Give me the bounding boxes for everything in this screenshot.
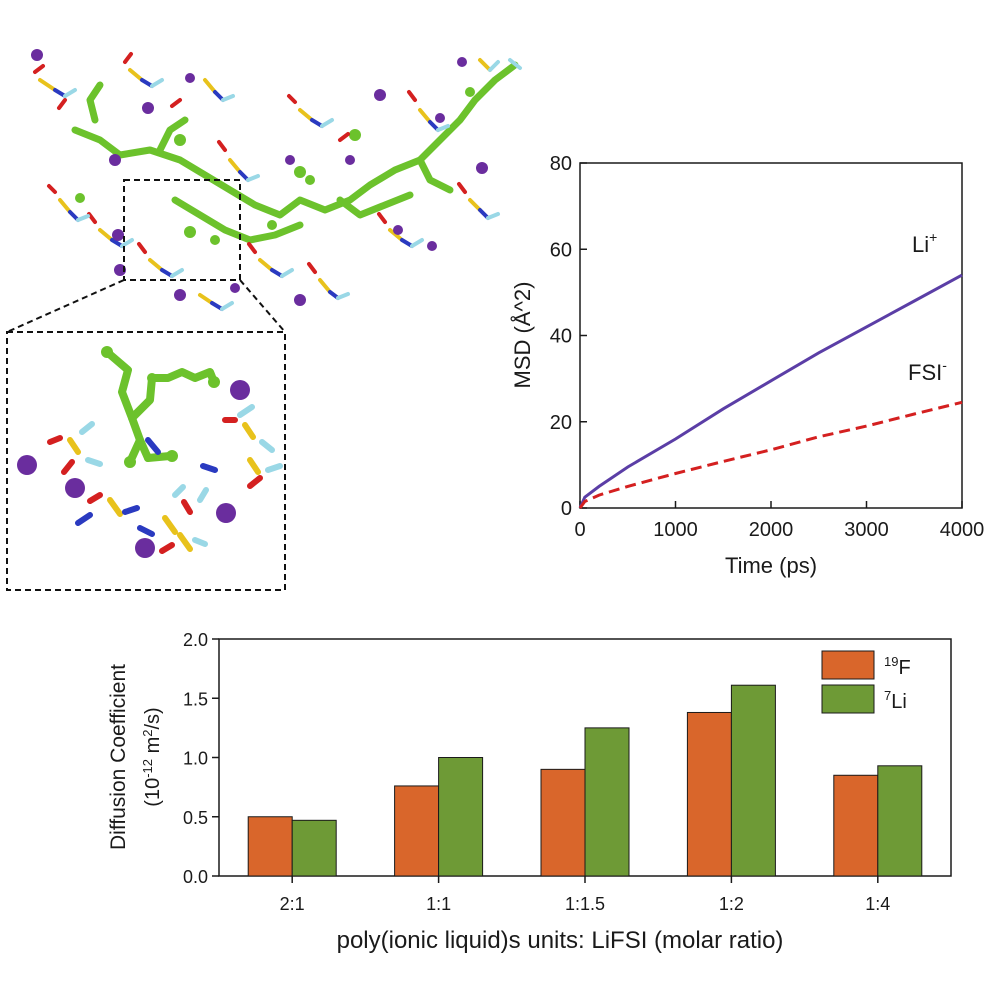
bar-7li-1:4 <box>877 765 923 877</box>
svg-text:Diffusion Coefficient: Diffusion Coefficient <box>107 664 130 850</box>
bar-y-axis-label: Diffusion Coefficient (10-12 m2/s) <box>107 664 164 850</box>
polymer-chain <box>71 61 519 244</box>
bar-x-tick-label: 1:1 <box>426 894 451 914</box>
msd-x-tick-label: 1000 <box>653 519 698 541</box>
bar-x-tick-label: 1:2 <box>719 894 744 914</box>
bar-x-axis-label: poly(ionic liquid)s units: LiFSI (molar … <box>337 927 784 954</box>
zoom-region-box <box>123 179 241 281</box>
bar-19f-1:1 <box>394 785 440 877</box>
bar-7li-1:1 <box>438 757 484 877</box>
msd-x-axis-label: Time (ps) <box>725 553 817 578</box>
zoom-connector-right <box>239 279 286 333</box>
legend-label-19f: 19F <box>884 654 911 679</box>
fsi-msd-line <box>578 400 963 509</box>
inset-molecule <box>17 346 283 558</box>
bar-y-tick-label: 1.0 <box>183 749 208 769</box>
zoom-inset-frame <box>6 331 286 591</box>
bar-19f-1:2 <box>686 711 732 877</box>
bar-y-tick-label: 0.5 <box>183 808 208 828</box>
msd-x-tick-label: 0 <box>574 519 585 541</box>
bar-y-tick-label: 2.0 <box>183 630 208 650</box>
bar-x-tick-label: 2:1 <box>280 894 305 914</box>
svg-text:(10-12 m2/s): (10-12 m2/s) <box>140 707 164 806</box>
legend-swatch-19f <box>821 650 875 680</box>
polymer-atoms <box>75 87 475 245</box>
msd-x-tick-label: 4000 <box>940 519 985 541</box>
msd-y-tick-label: 40 <box>550 326 572 348</box>
bar-19f-1:4 <box>833 774 879 877</box>
bar-7li-1:1.5 <box>584 727 630 877</box>
msd-y-axis-label: MSD (Å^2) <box>510 282 535 389</box>
bar-7li-1:2 <box>730 684 776 877</box>
legend-swatch-7li <box>821 684 875 714</box>
bar-x-tick-label: 1:4 <box>865 894 890 914</box>
bar-y-tick-label: 0.0 <box>183 867 208 887</box>
bar-7li-2:1 <box>291 819 337 877</box>
bar-19f-2:1 <box>247 816 293 877</box>
msd-x-tick-label: 3000 <box>844 519 889 541</box>
bar-y-tick-label: 1.5 <box>183 689 208 709</box>
msd-y-tick-label: 20 <box>550 412 572 434</box>
legend-label-7li: 7Li <box>884 688 907 713</box>
msd-x-tick-label: 2000 <box>749 519 794 541</box>
li-msd-line <box>578 273 963 509</box>
fsi-series-label: FSI- <box>908 357 947 385</box>
zoom-connector-left <box>6 279 125 333</box>
bar-legend: 19F 7Li <box>821 650 911 714</box>
li-series-label: Li+ <box>912 229 937 257</box>
bar-x-tick-label: 1:1.5 <box>565 894 605 914</box>
anion-sticks <box>33 52 522 311</box>
msd-y-tick-label: 0 <box>561 498 572 520</box>
msd-y-tick-label: 60 <box>550 239 572 261</box>
bar-19f-1:1.5 <box>540 768 586 877</box>
msd-y-tick-label: 80 <box>550 153 572 175</box>
